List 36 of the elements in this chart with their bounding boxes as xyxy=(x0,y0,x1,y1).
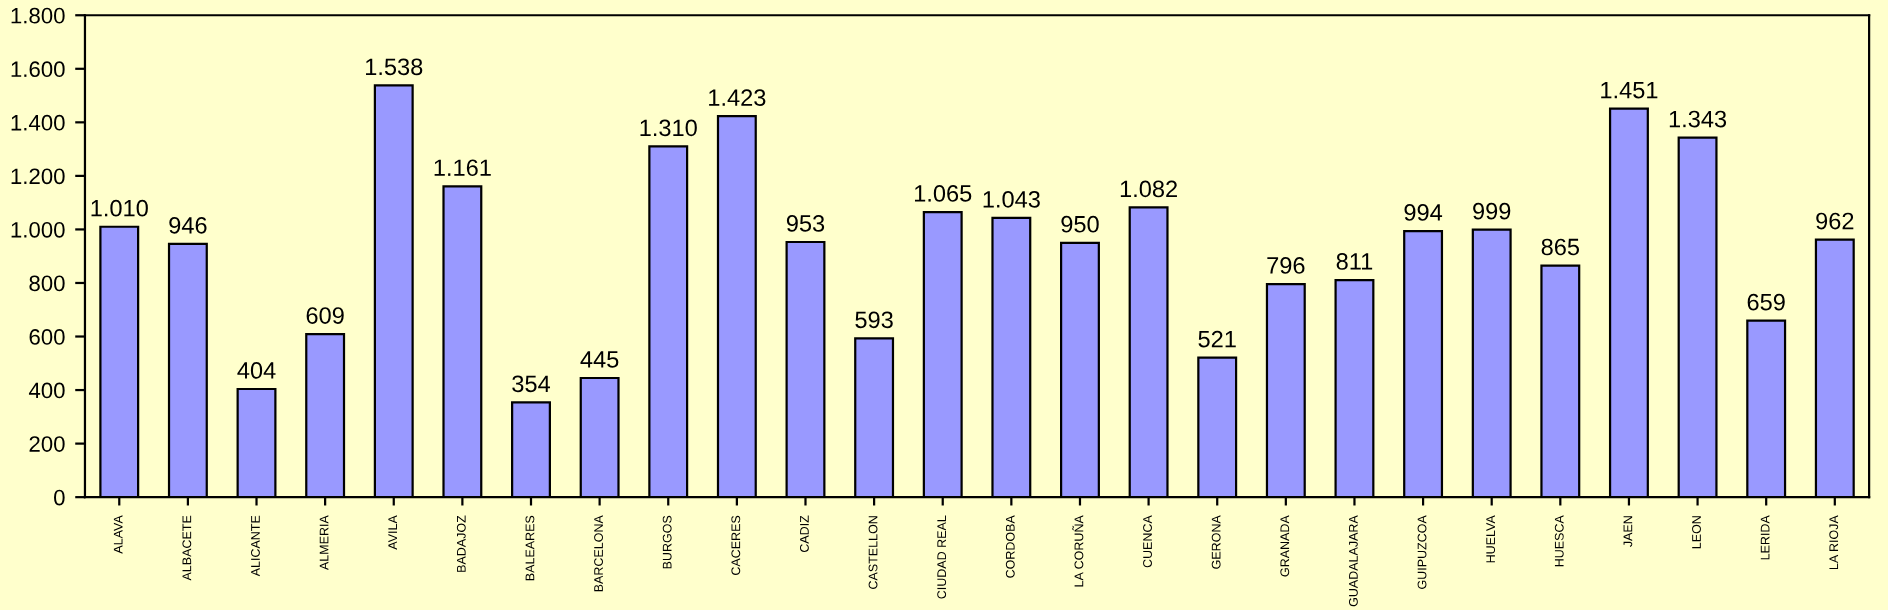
data-label: 953 xyxy=(786,215,825,232)
data-label: 521 xyxy=(1198,330,1236,348)
y-tick-label: 600 xyxy=(29,329,65,345)
data-label: 796 xyxy=(1267,257,1305,274)
data-label: 994 xyxy=(1404,204,1443,221)
data-label: 1.043 xyxy=(983,190,1040,208)
data-label: 1.423 xyxy=(709,89,766,106)
data-label: 962 xyxy=(1816,212,1854,230)
data-label: 946 xyxy=(169,216,207,234)
data-label: 1.065 xyxy=(914,185,972,202)
y-tick-label: 1.000 xyxy=(11,221,65,238)
data-label: 659 xyxy=(1747,293,1785,311)
data-label: 609 xyxy=(306,307,344,324)
y-tick-label: 400 xyxy=(28,382,65,399)
data-label: 354 xyxy=(512,375,551,393)
data-label: 445 xyxy=(580,351,619,368)
y-tick-label: 1.400 xyxy=(11,114,65,131)
data-label: 404 xyxy=(237,362,276,379)
data-label: 1.538 xyxy=(366,58,423,76)
y-tick-label: 1.200 xyxy=(11,168,65,185)
data-label: 811 xyxy=(1336,253,1373,270)
y-tick-label: 1.600 xyxy=(11,61,65,78)
y-tick-label: 800 xyxy=(29,275,65,292)
y-tick-label: 1.800 xyxy=(11,7,65,24)
data-label: 950 xyxy=(1061,215,1099,233)
data-label: 999 xyxy=(1473,202,1511,220)
data-label: 593 xyxy=(855,311,893,329)
y-tick-label: 200 xyxy=(29,436,65,452)
data-label: 1.310 xyxy=(640,119,697,137)
data-label: 1.082 xyxy=(1120,180,1177,198)
data-label: 865 xyxy=(1541,238,1580,256)
data-label: 1.451 xyxy=(1601,81,1658,99)
y-tick-label: 0 xyxy=(54,489,65,506)
data-label: 1.161 xyxy=(434,159,491,177)
data-label: 1.010 xyxy=(91,199,148,217)
data-label: 1.343 xyxy=(1669,110,1727,128)
